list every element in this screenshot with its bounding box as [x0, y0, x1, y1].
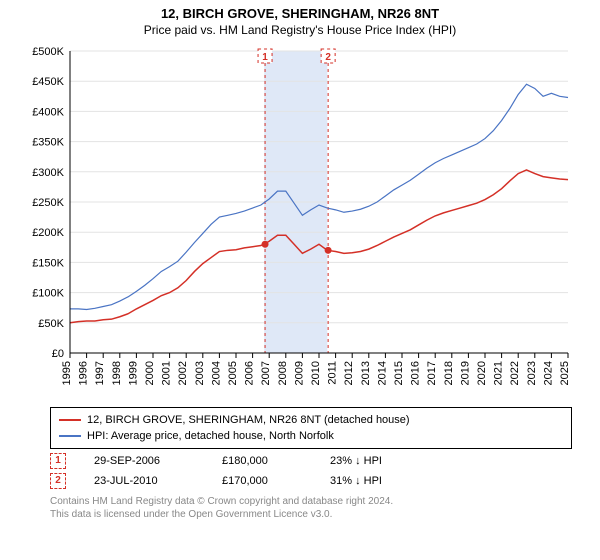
svg-text:£350K: £350K: [32, 137, 64, 149]
svg-text:2012: 2012: [343, 361, 355, 385]
svg-text:2022: 2022: [509, 361, 521, 385]
svg-text:2014: 2014: [376, 361, 388, 385]
svg-text:1999: 1999: [127, 361, 139, 385]
svg-text:2010: 2010: [310, 361, 322, 385]
legend-label: 12, BIRCH GROVE, SHERINGHAM, NR26 8NT (d…: [87, 412, 410, 428]
svg-text:2006: 2006: [244, 361, 256, 385]
svg-text:2000: 2000: [144, 361, 156, 385]
svg-text:£0: £0: [52, 348, 64, 360]
svg-text:2003: 2003: [194, 361, 206, 385]
legend-box: 12, BIRCH GROVE, SHERINGHAM, NR26 8NT (d…: [50, 407, 572, 449]
sale-price: £170,000: [222, 475, 302, 487]
sale-marker-icon: 2: [50, 473, 66, 489]
page-subtitle: Price paid vs. HM Land Registry's House …: [0, 23, 600, 37]
svg-text:2: 2: [325, 52, 331, 63]
svg-text:2017: 2017: [426, 361, 438, 385]
svg-text:2024: 2024: [542, 361, 554, 385]
svg-text:2002: 2002: [177, 361, 189, 385]
svg-text:1: 1: [262, 52, 268, 63]
svg-text:2007: 2007: [260, 361, 272, 385]
sale-row: 2 23-JUL-2010 £170,000 31% ↓ HPI: [50, 473, 572, 489]
svg-text:£50K: £50K: [38, 318, 64, 330]
svg-text:£100K: £100K: [32, 288, 64, 300]
page-title: 12, BIRCH GROVE, SHERINGHAM, NR26 8NT: [0, 6, 600, 21]
svg-text:2025: 2025: [559, 361, 571, 385]
sale-date: 23-JUL-2010: [94, 475, 194, 487]
legend-swatch: [59, 419, 81, 421]
price-chart: £0 £50K £100K £150K £200K £250K £300K £350K £400…: [20, 41, 580, 401]
svg-text:2008: 2008: [277, 361, 289, 385]
attribution-text: Contains HM Land Registry data © Crown c…: [50, 495, 572, 521]
svg-text:1997: 1997: [94, 361, 106, 385]
svg-text:£250K: £250K: [32, 197, 64, 209]
svg-text:2004: 2004: [210, 361, 222, 385]
legend-label: HPI: Average price, detached house, Nort…: [87, 428, 334, 444]
svg-text:2015: 2015: [393, 361, 405, 385]
sale-diff: 31% ↓ HPI: [330, 475, 440, 487]
sale-price: £180,000: [222, 455, 302, 467]
svg-text:2013: 2013: [360, 361, 372, 385]
sale-row: 1 29-SEP-2006 £180,000 23% ↓ HPI: [50, 453, 572, 469]
svg-text:2011: 2011: [327, 361, 339, 385]
legend-item: 12, BIRCH GROVE, SHERINGHAM, NR26 8NT (d…: [59, 412, 563, 428]
svg-text:2018: 2018: [443, 361, 455, 385]
attribution-line-2: This data is licensed under the Open Gov…: [50, 508, 572, 521]
svg-text:£500K: £500K: [32, 46, 64, 58]
svg-text:£300K: £300K: [32, 167, 64, 179]
svg-text:2021: 2021: [493, 361, 505, 385]
attribution-line-1: Contains HM Land Registry data © Crown c…: [50, 495, 572, 508]
svg-text:2001: 2001: [161, 361, 173, 385]
sale-date: 29-SEP-2006: [94, 455, 194, 467]
svg-text:1995: 1995: [61, 361, 73, 385]
svg-text:2016: 2016: [410, 361, 422, 385]
sale-diff: 23% ↓ HPI: [330, 455, 440, 467]
svg-text:2020: 2020: [476, 361, 488, 385]
svg-text:2005: 2005: [227, 361, 239, 385]
svg-text:2019: 2019: [459, 361, 471, 385]
svg-text:2023: 2023: [526, 361, 538, 385]
sale-marker-icon: 1: [50, 453, 66, 469]
svg-text:1998: 1998: [111, 361, 123, 385]
legend-item: HPI: Average price, detached house, Nort…: [59, 428, 563, 444]
svg-text:£450K: £450K: [32, 76, 64, 88]
legend-swatch: [59, 435, 81, 437]
svg-text:£200K: £200K: [32, 227, 64, 239]
svg-text:2009: 2009: [293, 361, 305, 385]
svg-text:£400K: £400K: [32, 106, 64, 118]
svg-text:£150K: £150K: [32, 257, 64, 269]
svg-text:1996: 1996: [78, 361, 90, 385]
